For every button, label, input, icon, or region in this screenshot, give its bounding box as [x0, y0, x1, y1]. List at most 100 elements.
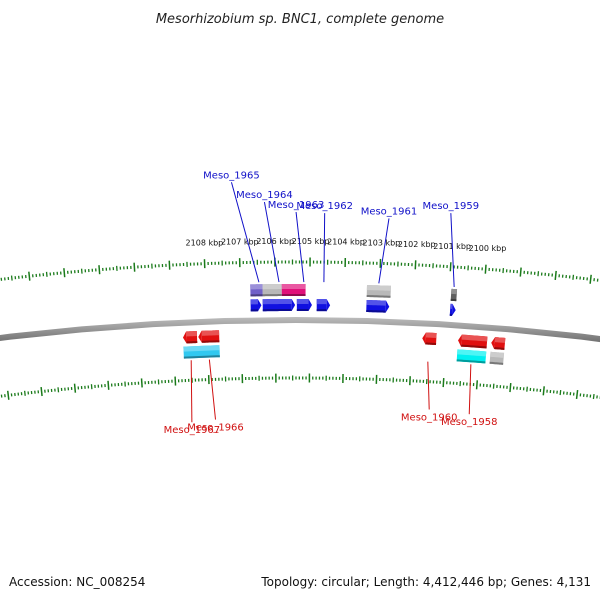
- inner-tick: [559, 390, 562, 396]
- gene-label-meso-1967: Meso_1967: [164, 360, 221, 436]
- feature-shadow: [494, 347, 505, 350]
- gene-label-meso-1966: Meso_1966: [187, 359, 244, 434]
- gene-name: Meso_1963: [268, 200, 325, 211]
- feature-highlight: [461, 334, 488, 342]
- kbp-label: 2103 kbp: [363, 238, 401, 247]
- inner-tick: [40, 386, 43, 397]
- inner-tick: [140, 378, 143, 388]
- feature-highlight: [494, 337, 506, 343]
- kbp-label: 2108 kbp: [186, 239, 224, 248]
- feature-5: [250, 299, 262, 312]
- inner-tick: [442, 377, 445, 388]
- feature-shadow: [366, 295, 391, 298]
- kbp-label: 2106 kbp: [256, 237, 294, 246]
- kbp-label: 2102 kbp: [398, 240, 436, 249]
- backbone-arc: [0, 317, 600, 343]
- feature-12: [198, 330, 220, 343]
- outer-tick: [554, 270, 557, 280]
- feature-highlight: [316, 299, 327, 305]
- outer-tick: [63, 268, 66, 278]
- feature-tip: [326, 299, 331, 312]
- scale-ticks: [0, 257, 600, 400]
- feature-tip: [491, 337, 496, 350]
- kbp-label: 2107 kbp: [221, 238, 259, 247]
- gene-leader-line: [427, 361, 430, 410]
- feature-shadow: [449, 313, 453, 316]
- feature-shadow: [425, 342, 437, 346]
- feature-highlight: [281, 284, 306, 290]
- accession-text: Accession: NC_008254: [9, 575, 145, 589]
- feature-highlight: [366, 300, 387, 306]
- feature-shadow: [456, 359, 486, 364]
- gene-leader-line: [190, 360, 193, 423]
- feature-tip: [291, 299, 296, 312]
- feature-shadow: [461, 344, 487, 349]
- feature-8: [316, 299, 331, 312]
- feature-highlight: [250, 299, 258, 305]
- gene-name: Meso_1965: [203, 170, 260, 181]
- gene-name: Meso_1961: [361, 206, 418, 217]
- gene-leader-line: [295, 211, 305, 283]
- gene-leader-line: [323, 213, 326, 283]
- inner-tick: [107, 380, 110, 390]
- gene-label-meso-1962: Meso_1962: [296, 201, 353, 283]
- feature-highlight: [183, 345, 220, 352]
- feature-tip: [257, 299, 262, 312]
- feature-2: [250, 284, 263, 297]
- gene-leader-line: [468, 364, 472, 415]
- gene-label-meso-1964: Meso_1964: [236, 190, 293, 283]
- kbp-label: 2104 kbp: [327, 237, 365, 246]
- gene-label-meso-1958: Meso_1958: [441, 364, 498, 428]
- feature-highlight: [450, 303, 453, 309]
- feature-shadow: [183, 355, 220, 359]
- feature-highlight: [451, 288, 458, 295]
- feature-shadow: [186, 341, 198, 344]
- outer-tick: [133, 262, 136, 272]
- inner-tick: [475, 380, 479, 390]
- feature-3: [366, 285, 391, 298]
- feature-tip: [308, 299, 312, 312]
- gene-label-meso-1961: Meso_1961: [361, 206, 418, 284]
- gene-label-meso-1963: Meso_1963: [268, 200, 325, 283]
- feature-0: [281, 284, 306, 297]
- gene-leader-line: [450, 213, 455, 288]
- feature-14: [458, 334, 488, 349]
- kbp-label: 2105 kbp: [292, 237, 330, 246]
- feature-16: [183, 345, 220, 359]
- feature-highlight: [262, 299, 292, 305]
- gene-leader-line: [208, 359, 217, 420]
- gene-name: Meso_1960: [401, 413, 458, 424]
- outer-tick: [449, 262, 452, 272]
- gene-name: Meso_1958: [441, 417, 498, 428]
- inner-tick: [509, 383, 512, 393]
- feature-11: [182, 331, 198, 344]
- feature-4: [450, 288, 458, 302]
- feature-tip: [422, 332, 426, 345]
- feature-shadow: [489, 361, 504, 365]
- gene-name: Meso_1967: [164, 425, 221, 436]
- outer-tick: [519, 267, 522, 277]
- feature-highlight: [250, 284, 263, 290]
- gene-leader-line: [263, 201, 280, 283]
- feature-shadow: [250, 309, 259, 312]
- inner-tick: [592, 393, 595, 400]
- inner-tick: [542, 386, 545, 396]
- feature-highlight: [296, 299, 309, 305]
- gene-label-meso-1960: Meso_1960: [401, 361, 458, 424]
- feature-shadow: [316, 309, 327, 312]
- feature-highlight: [201, 330, 220, 336]
- feature-shadow: [201, 340, 220, 343]
- gene-name: Meso_1959: [423, 201, 480, 212]
- feature-shadow: [262, 294, 282, 297]
- feature-13: [422, 332, 437, 346]
- gene-label-meso-1965: Meso_1965: [203, 170, 260, 283]
- inner-tick: [575, 389, 579, 400]
- feature-tip: [451, 303, 456, 316]
- feature-highlight: [457, 349, 487, 357]
- feature-highlight: [186, 331, 197, 337]
- gene-name: Meso_1966: [187, 423, 244, 434]
- gene-label-meso-1959: Meso_1959: [423, 201, 480, 288]
